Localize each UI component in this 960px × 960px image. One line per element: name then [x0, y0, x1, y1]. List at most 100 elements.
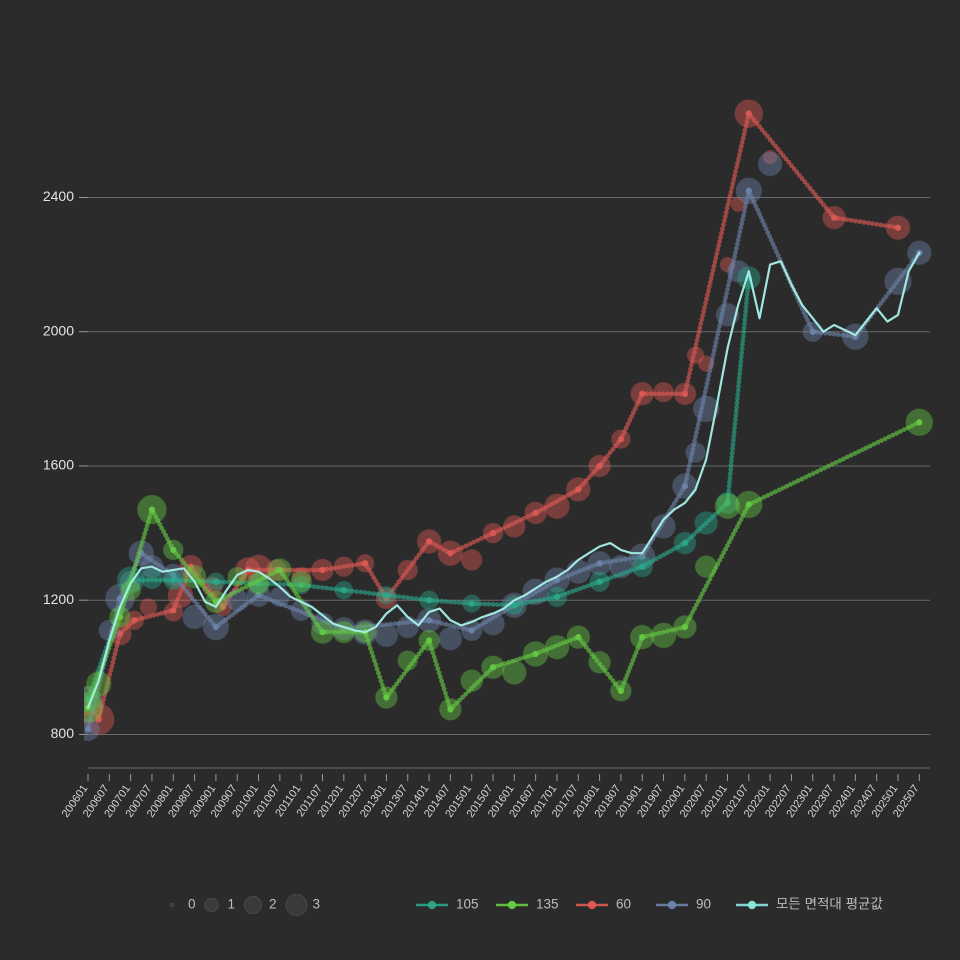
line-dot: [372, 658, 377, 664]
line-dot: [471, 539, 476, 545]
line-dot: [665, 628, 671, 634]
line-dot: [697, 526, 703, 532]
line-dot: [745, 288, 750, 293]
line-dot: [791, 166, 797, 172]
line-dot: [744, 300, 749, 306]
line-dot: [721, 550, 726, 556]
line-dot: [813, 192, 818, 198]
legend-series-marker[interactable]: [587, 900, 597, 910]
line-dot: [379, 622, 385, 628]
line-dot: [713, 565, 719, 571]
legend-series-marker[interactable]: [667, 900, 677, 910]
line-dot: [90, 706, 96, 712]
line-dot: [630, 657, 636, 663]
line-dot: [733, 408, 739, 414]
legend-series-marker[interactable]: [427, 900, 437, 910]
line-dot: [294, 582, 300, 588]
line-dot: [699, 317, 705, 322]
line-dot: [717, 238, 723, 244]
line-dot: [654, 556, 659, 562]
line-dot: [589, 582, 595, 587]
line-dot: [200, 583, 206, 588]
series-모든 면적대 평균값: [86, 251, 921, 709]
line-dot: [730, 262, 736, 267]
line-node: [219, 603, 227, 611]
line-dot: [367, 567, 372, 573]
line-dot: [694, 529, 700, 534]
line-dot: [762, 222, 767, 228]
line-dot: [521, 516, 527, 521]
line-dot: [246, 600, 252, 605]
line-node: [575, 486, 582, 493]
line-dot: [151, 612, 157, 618]
line-node: [95, 716, 102, 723]
line-dot: [719, 554, 725, 559]
line-dot: [366, 641, 372, 647]
line-dot: [294, 608, 300, 613]
line-dot: [111, 655, 117, 661]
line-dot: [141, 535, 147, 540]
line-dot: [686, 617, 692, 622]
line-dot: [701, 397, 706, 403]
legend-series-label[interactable]: 135: [536, 897, 559, 912]
line-dot: [166, 577, 172, 583]
line-dot: [629, 661, 634, 667]
line-dot: [722, 299, 728, 304]
line-dot: [610, 446, 616, 452]
line-dot: [552, 643, 558, 649]
line-dot: [737, 152, 742, 158]
line-dot: [673, 626, 679, 632]
line-dot: [860, 447, 865, 453]
legend-series-label[interactable]: 모든 면적대 평균값: [776, 897, 883, 912]
line-dot: [742, 317, 748, 323]
line-dot: [525, 653, 531, 659]
line-dot: [697, 325, 703, 331]
legend-series-label[interactable]: 60: [616, 897, 631, 912]
data-point: [694, 511, 719, 535]
line-dot: [389, 688, 394, 694]
line-dot: [648, 632, 654, 638]
line-dot: [807, 185, 813, 191]
line-dot: [570, 588, 575, 594]
line-dot: [436, 670, 442, 676]
line-dot: [712, 259, 718, 265]
line-dot: [727, 479, 732, 485]
line-dot: [713, 340, 719, 345]
line-dot: [650, 558, 656, 564]
line-dot: [465, 600, 470, 606]
legend-series-marker[interactable]: [747, 900, 757, 910]
line-dot: [594, 658, 600, 663]
line-dot: [440, 682, 446, 688]
line-dot: [337, 564, 342, 570]
line-dot: [694, 430, 699, 436]
legend-series-label[interactable]: 105: [456, 897, 479, 912]
line-dot: [192, 573, 198, 579]
data-point: [588, 650, 612, 674]
data-point: [140, 567, 163, 590]
line-dot: [705, 292, 710, 298]
line-node: [596, 578, 603, 585]
line-dot: [626, 669, 631, 674]
line-dot: [113, 626, 119, 632]
line-dot: [443, 599, 449, 604]
y-tick-label: 1200: [43, 591, 74, 607]
line-dot: [840, 216, 845, 222]
line-dot: [714, 336, 720, 341]
data-point: [481, 611, 505, 636]
line-dot: [610, 678, 616, 684]
line-dot: [724, 290, 729, 296]
line-dot: [801, 310, 807, 316]
line-dot: [332, 629, 338, 635]
line-dot: [735, 396, 740, 402]
line-dot: [749, 196, 755, 201]
line-dot: [349, 588, 355, 594]
line-dot: [716, 509, 721, 514]
line-dot: [541, 597, 547, 602]
line-dot: [705, 580, 711, 585]
legend-series-label[interactable]: 90: [696, 897, 711, 912]
line-dot: [726, 483, 732, 489]
line-dot: [668, 548, 673, 554]
line-dot: [726, 488, 732, 493]
legend-series-marker[interactable]: [507, 900, 517, 910]
